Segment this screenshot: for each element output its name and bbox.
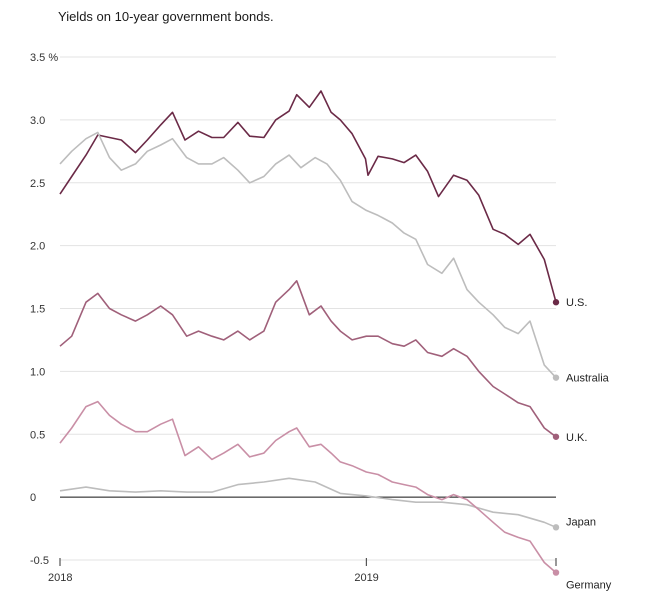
end-point-germany — [552, 569, 560, 576]
end-point-australia — [552, 374, 560, 381]
x-tick-label: 2019 — [354, 572, 378, 584]
series-line-germany — [59, 400, 557, 574]
y-tick-label: 3.5 % — [30, 52, 58, 64]
y-axis-ticks: -0.5 0 0.5 1.0 1.5 2.0 2.5 3.0 3.5 % — [30, 52, 58, 567]
chart-title: Yields on 10-year government bonds. — [58, 9, 274, 24]
y-tick-label: 1.5 — [30, 304, 45, 316]
y-tick-label: 1.0 — [30, 366, 45, 378]
series-label-us: U.S. — [566, 297, 587, 309]
series-end-labels: U.S. Australia U.K. Japan Germany — [566, 297, 612, 591]
series-label-australia: Australia — [566, 373, 610, 385]
gridlines — [60, 56, 556, 561]
y-tick-label: 2.0 — [30, 241, 45, 253]
end-point-uk — [552, 433, 560, 440]
x-tick-label: 2018 — [48, 572, 72, 584]
y-tick-label: 0 — [30, 492, 36, 504]
series-label-uk: U.K. — [566, 432, 587, 444]
y-tick-label: 2.5 — [30, 178, 45, 190]
series-line-uk — [59, 279, 557, 438]
series-line-australia — [59, 131, 557, 379]
y-tick-label: 0.5 — [30, 429, 45, 441]
end-point-us — [552, 299, 560, 306]
x-axis: 2018 2019 — [48, 558, 557, 584]
series-label-germany: Germany — [566, 580, 612, 592]
end-point-japan — [552, 524, 560, 531]
series-label-japan: Japan — [566, 516, 596, 528]
series-line-japan — [59, 477, 557, 529]
series-lines — [59, 90, 560, 576]
series-line-us — [59, 90, 557, 303]
y-tick-label: 3.0 — [30, 115, 45, 127]
y-tick-label: -0.5 — [30, 555, 49, 567]
